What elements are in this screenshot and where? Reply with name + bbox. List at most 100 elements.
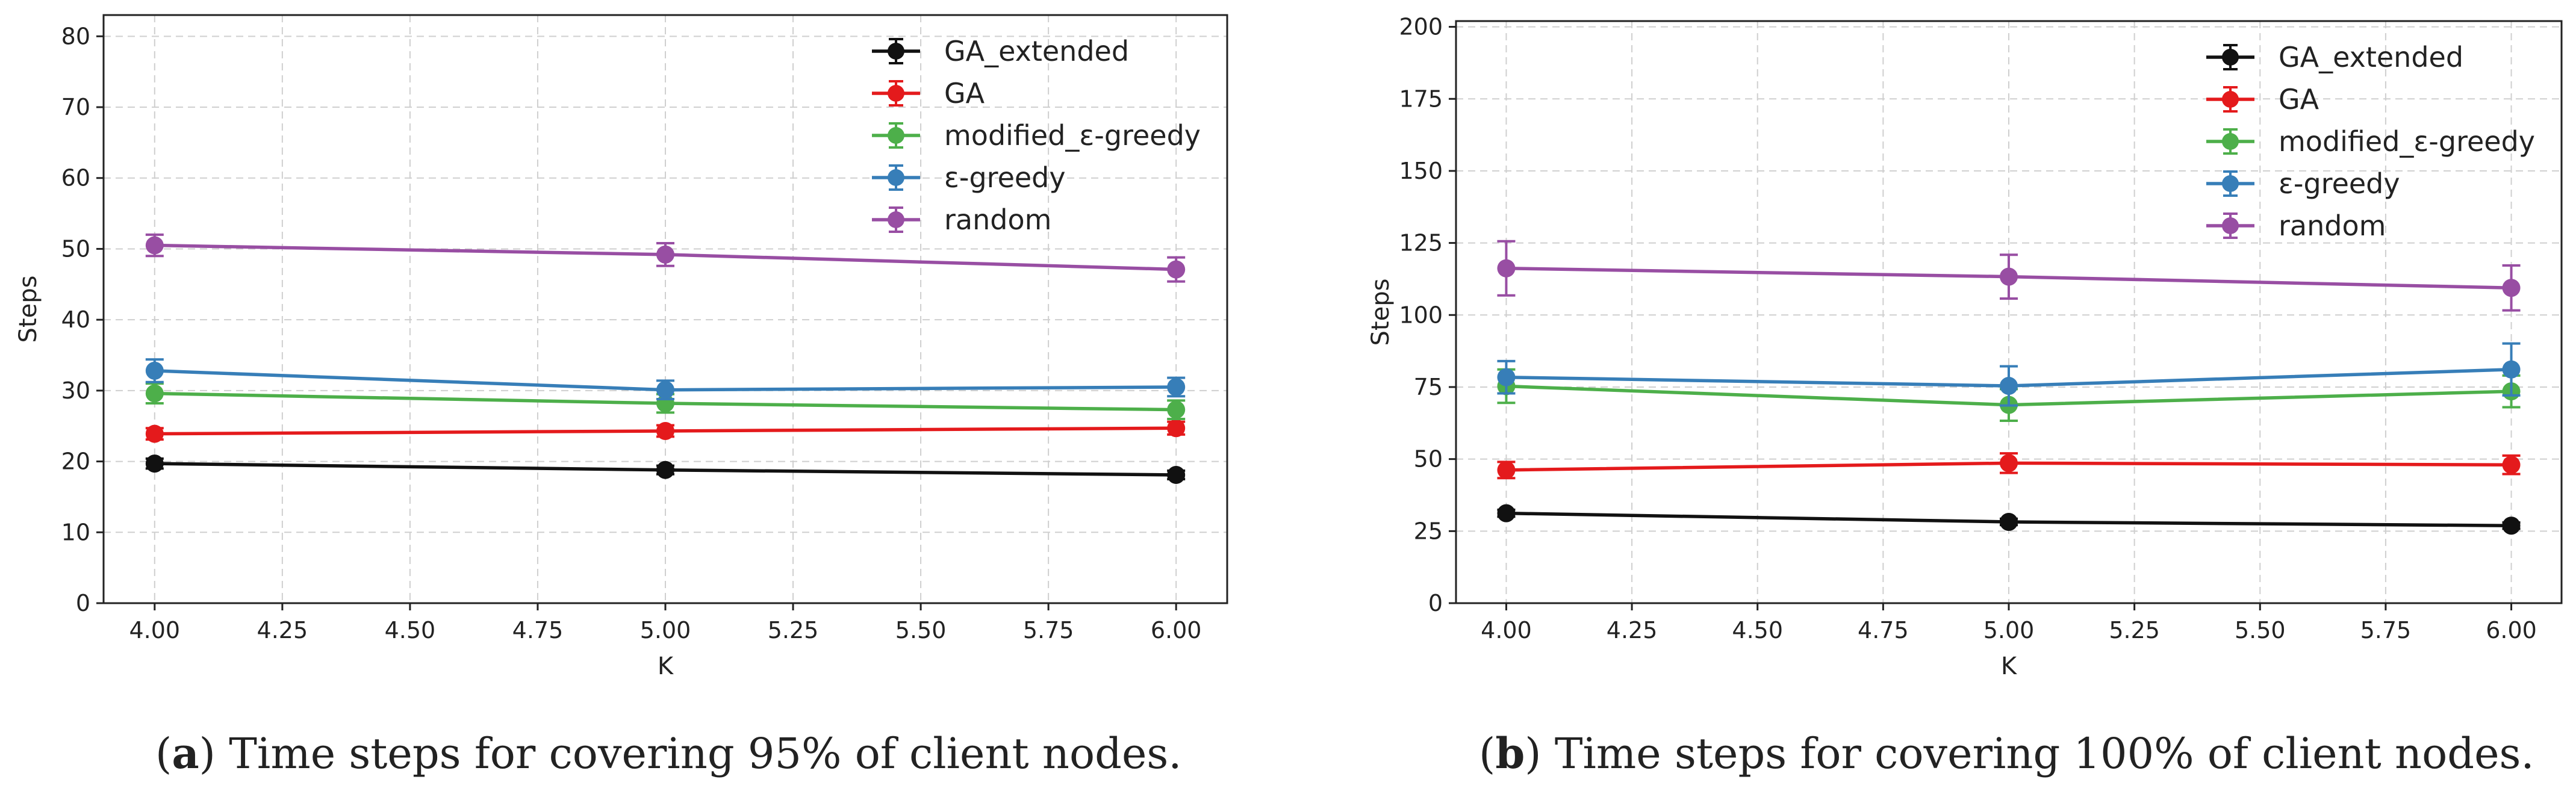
panel-b-x-tick-label: 5.25 [2109, 617, 2160, 643]
panel-b-data-point [2000, 377, 2018, 395]
panel-b-x-tick-label: 4.50 [1732, 617, 1783, 643]
panel-a-legend-marker [888, 85, 904, 102]
panel-b-x-tick-label: 6.00 [2486, 617, 2537, 643]
panel-a-legend-label: random [944, 203, 1051, 236]
panel-a-data-point [1167, 419, 1186, 438]
panel-b-legend-label: GA_extended [2279, 41, 2463, 73]
panel-a: 4.00 4.25 4.50 4.75 5.00 5.25 5.50 5.75 6.00 0 10 2… [14, 14, 1228, 680]
panel-a-y-tick-label: 80 [61, 23, 90, 49]
panel-b-grid [1456, 21, 2562, 604]
panel-b-data-point [2502, 516, 2521, 535]
panel-a-y-axis-label: Steps [14, 276, 42, 343]
panel-a-legend: GA_extended GA modified_ε-greedy ε-greedy ra… [872, 35, 1201, 236]
panel-a-x-tick-label: 5.75 [1023, 617, 1074, 643]
panel-b-data-point [1497, 504, 1516, 522]
panel-b-y-tick-label: 100 [1399, 302, 1443, 328]
panel-b-data-point [2502, 360, 2521, 379]
panel-a-data-point [145, 361, 164, 380]
panel-a-data-point [145, 454, 164, 473]
panel-b-data-point [1497, 460, 1516, 479]
caption-b-text: Time steps for covering 100% of client n… [1541, 729, 2534, 778]
panel-a-x-tick-label: 4.00 [129, 617, 181, 643]
panel-b-series [1497, 240, 2521, 535]
panel-b-y-tick-label: 0 [1428, 590, 1443, 616]
caption-a-text: Time steps for covering 95% of client no… [215, 729, 1182, 778]
panel-a-y-tick-label: 20 [61, 448, 90, 475]
panel-a-x-tick-label: 5.00 [640, 617, 691, 643]
panel-a-y-tick-label: 50 [61, 235, 90, 262]
panel-a-x-tick-label: 4.50 [385, 617, 436, 643]
panel-b-data-point [1497, 259, 1516, 278]
panel-b-legend-label: ε-greedy [2279, 167, 2400, 200]
panel-a-data-point [656, 460, 674, 479]
panel-a-data-point [145, 384, 164, 403]
panel-b-y-tick-label: 125 [1399, 230, 1443, 256]
panel-a-legend-label: GA [944, 77, 985, 110]
panel-b-data-point [2000, 267, 2018, 286]
caption-a: (a) Time steps for covering 95% of clien… [155, 728, 1182, 778]
panel-a-data-point [145, 236, 164, 255]
panel-a-legend-marker [888, 127, 904, 144]
panel-b-y-tick-label: 75 [1414, 374, 1443, 400]
panel-b-legend: GA_extended GA modified_ε-greedy ε-greedy ra… [2206, 41, 2535, 242]
panel-b: 4.00 4.25 4.50 4.75 5.00 5.25 5.50 5.75 6.00 0 25 5… [1367, 14, 2563, 680]
panel-b-x-tick-label: 5.50 [2235, 617, 2286, 643]
panel-b-data-point [2000, 513, 2018, 532]
panel-b-y-tick-label: 50 [1414, 446, 1443, 473]
panel-a-legend-marker [888, 211, 904, 228]
panel-a-data-point [656, 245, 674, 264]
panel-b-legend-label: modified_ε-greedy [2279, 125, 2535, 158]
panel-a-y-tick-label: 30 [61, 377, 90, 404]
panel-a-data-point [1167, 400, 1186, 419]
panel-a-data-point [1167, 377, 1186, 396]
panel-a-data-point [656, 380, 674, 399]
panel-a-data-point [656, 421, 674, 440]
panel-a-legend-marker [888, 43, 904, 60]
panel-b-legend-marker [2222, 49, 2239, 66]
panel-b-data-point [2502, 279, 2521, 297]
panel-a-grid [104, 15, 1227, 604]
panel-a-legend-label: ε-greedy [944, 161, 1066, 194]
panel-b-y-tick-label: 200 [1399, 14, 1443, 40]
panel-a-y-tick-label: 70 [61, 94, 90, 120]
panel-b-x-tick-label: 5.75 [2360, 617, 2412, 643]
panel-a-x-tick-label: 5.25 [768, 617, 819, 643]
panel-a-x-tick-label: 4.25 [257, 617, 308, 643]
panel-a-x-tick-label: 5.50 [895, 617, 947, 643]
panel-b-ticks: 4.00 4.25 4.50 4.75 5.00 5.25 5.50 5.75 6.00 0 25 5… [1399, 14, 2536, 643]
panel-a-data-point [1167, 465, 1186, 484]
panel-b-x-tick-label: 5.00 [1983, 617, 2035, 643]
panel-a-ticks: 4.00 4.25 4.50 4.75 5.00 5.25 5.50 5.75 6.00 0 10 2… [61, 23, 1202, 643]
panel-b-data-point [2000, 454, 2018, 473]
panel-a-x-axis-label: K [658, 653, 674, 680]
panel-b-y-tick-label: 175 [1399, 85, 1443, 112]
panel-a-data-point [145, 424, 164, 443]
panel-b-data-point [1497, 368, 1516, 386]
panel-a-y-tick-label: 10 [61, 519, 90, 545]
panel-b-legend-label: GA [2279, 83, 2319, 116]
caption-a-label: a [172, 728, 199, 778]
panel-b-legend-label: random [2279, 209, 2386, 242]
panel-a-legend-label: modified_ε-greedy [944, 119, 1201, 152]
panel-a-legend-marker [888, 169, 904, 186]
panel-b-x-tick-label: 4.00 [1481, 617, 1532, 643]
panel-a-series [145, 233, 1186, 484]
caption-b-label: b [1495, 728, 1525, 778]
panel-b-data-point [2502, 456, 2521, 474]
panel-a-y-tick-label: 60 [61, 165, 90, 191]
panel-b-legend-marker [2222, 175, 2239, 192]
panel-a-x-tick-label: 6.00 [1151, 617, 1202, 643]
panel-a-legend-label: GA_extended [944, 35, 1129, 67]
panel-b-legend-marker [2222, 217, 2239, 234]
figure-canvas: 4.00 4.25 4.50 4.75 5.00 5.25 5.50 5.75 6.00 0 10 2… [14, 14, 2563, 680]
panel-b-legend-marker [2222, 91, 2239, 108]
panel-b-y-tick-label: 25 [1414, 518, 1443, 544]
panel-a-data-point [1167, 260, 1186, 279]
panel-b-x-tick-label: 4.75 [1858, 617, 1909, 643]
panel-a-y-tick-label: 40 [61, 306, 90, 333]
panel-b-x-axis-label: K [2001, 653, 2018, 680]
panel-a-x-tick-label: 4.75 [512, 617, 564, 643]
caption-b: (b) Time steps for covering 100% of clie… [1479, 728, 2534, 778]
panel-b-y-axis-label: Steps [1367, 279, 1395, 346]
panel-b-x-tick-label: 4.25 [1607, 617, 1658, 643]
